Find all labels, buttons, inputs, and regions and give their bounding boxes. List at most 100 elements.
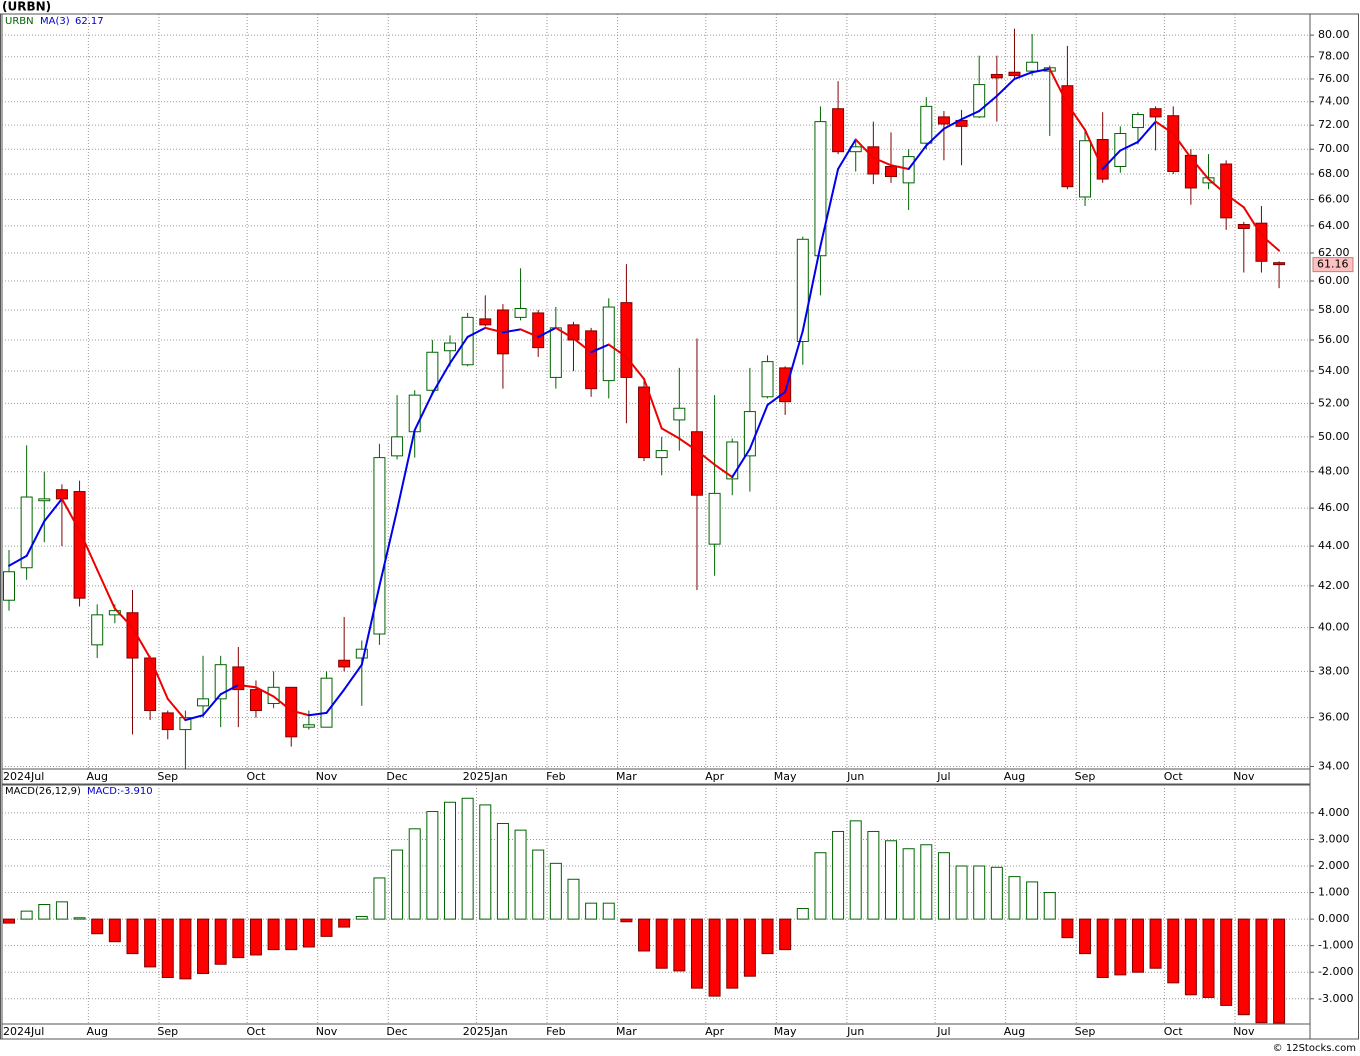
ma-line [1260,234,1281,252]
ma-line [784,329,804,393]
candle-body [1273,262,1286,266]
candle-body [532,312,545,349]
candle-body [832,108,845,153]
candle-body [55,489,68,500]
macd-bar [20,910,33,920]
macd-bar [796,907,809,920]
legend-ma: MA(3) [40,16,70,27]
ma-line [1242,206,1263,237]
candle-body [673,407,686,421]
candle-body [232,666,245,691]
legend-macd-value: MACD:-3.910 [87,786,153,797]
y-tick-label: 46.00 [1318,501,1350,514]
ma-line [766,390,787,406]
macd-bar [320,918,333,937]
ma-line [1013,71,1034,80]
x-tick-label: Nov [1233,1025,1255,1038]
x-tick-label: Jul [936,1025,950,1038]
y-tick-label: 48.00 [1318,465,1350,478]
candle-body [885,166,897,178]
ma-line [25,520,46,557]
ma-line [1136,120,1157,143]
macd-bar [620,918,633,923]
macd-bar [1184,918,1197,996]
macd-bar [638,918,651,952]
candle-body [1096,139,1109,180]
macd-bar [126,918,139,955]
y-tick-label: 38.00 [1318,664,1350,677]
macd-bar [1237,918,1250,1016]
y-tick-label: 62.00 [1318,246,1350,259]
candle-body [1008,71,1021,77]
ma-line [184,714,205,722]
ma-line [678,437,698,452]
outer-frame [0,13,1359,1040]
macd-bar [73,917,86,920]
x-tick-label: Oct [1164,770,1184,783]
macd-bar [1008,876,1021,920]
candle-body [920,105,933,144]
y-tick-label: 70.00 [1318,142,1350,155]
candle-body [1255,222,1268,262]
candle-body [179,717,192,731]
ma-line [625,355,646,381]
x-tick-label: Oct [246,770,266,783]
macd-bar [920,844,933,920]
candle-body [479,318,492,326]
candle-body [990,73,1003,79]
candle-body [108,610,121,616]
macd-bar [285,918,298,951]
ma-line [396,429,416,511]
macd-bar [937,852,950,920]
x-tick-label: Jun [846,770,864,783]
y-tick-label: -3.000 [1318,992,1353,1005]
ma-line [801,245,822,332]
ma-line [607,343,628,358]
ma-line [590,343,610,354]
chart-title: (URBN) [2,0,51,14]
macd-bar [1273,918,1286,1024]
candle-body [761,361,774,398]
candle-body [214,664,227,700]
candle-body [567,324,580,341]
macd-bar [1131,918,1144,973]
candle-body [373,457,386,635]
candle-body [3,571,15,601]
ma-line [501,328,522,334]
y-tick-label: 0.000 [1318,912,1350,925]
ma-line [449,335,469,365]
candle-body [1131,114,1144,129]
y-tick-label: 42.00 [1318,579,1350,592]
ma-line [149,657,169,700]
macd-bar [1255,918,1268,1024]
macd-bar [814,852,827,920]
y-tick-label: 34.00 [1318,759,1350,772]
y-tick-label: 36.00 [1318,711,1350,724]
macd-bar [197,918,210,975]
x-tick-label: Feb [546,1025,565,1038]
macd-bar [1114,918,1127,976]
y-tick-label: 4.000 [1318,806,1350,819]
macd-bar [144,918,157,968]
ma-line [1225,193,1245,209]
x-tick-label: Apr [705,1025,725,1038]
candle-body [426,351,439,391]
ma-line [643,378,663,430]
ma-line [1101,149,1122,171]
macd-bar [585,902,598,920]
x-tick-label: 2024Jul [3,770,44,783]
candle-body [73,491,86,599]
candle-body [161,712,174,731]
candle-body [779,367,792,403]
ma-line [1189,156,1210,181]
candle-body [708,492,721,545]
macd-bar [726,918,739,989]
ma-line [113,607,134,629]
legend-ma-value: 62.17 [75,16,104,27]
last-price-box [1312,257,1354,273]
y-tick-label: -1.000 [1318,939,1353,952]
candle-body [814,121,827,257]
macd-bar [479,804,492,920]
y-tick-label: -2.000 [1318,965,1353,978]
